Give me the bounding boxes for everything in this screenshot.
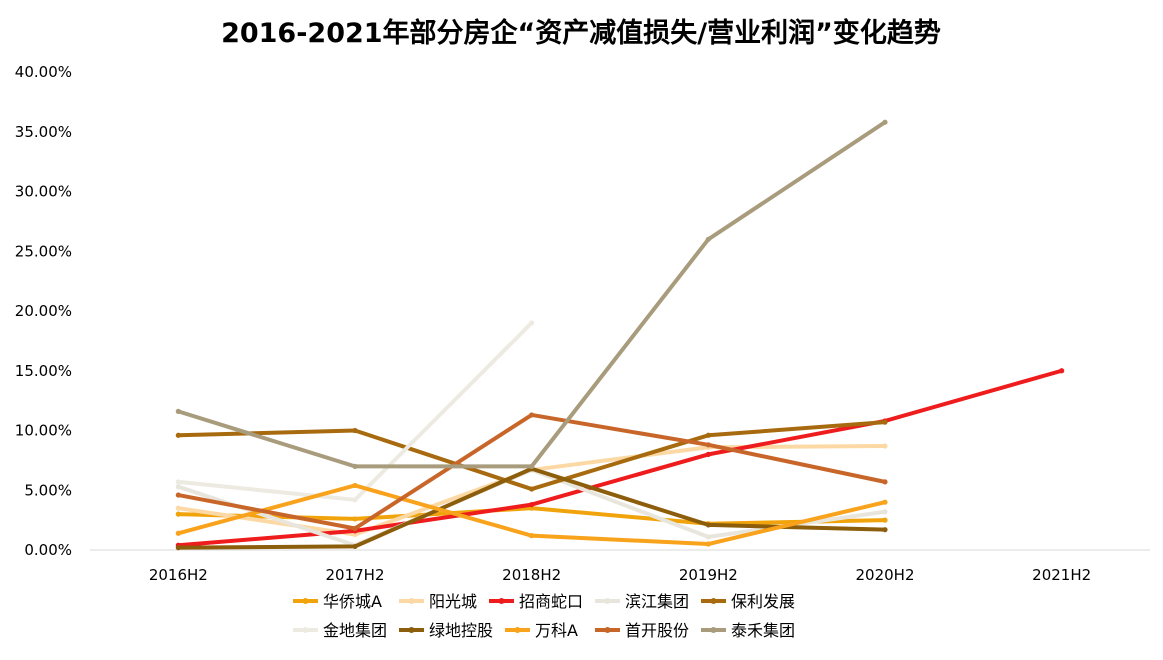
x-tick-label: 2021H2 [1032,566,1091,584]
legend-label: 招商蛇口 [519,592,583,611]
y-tick-label: 20.00% [15,302,72,320]
y-tick-label: 30.00% [15,183,72,201]
series-9 [175,412,888,532]
data-point [352,497,358,503]
data-point [175,492,181,498]
legend-marker [408,627,415,633]
series-layer [175,119,1065,551]
y-tick-label: 5.00% [24,481,72,499]
data-point [175,530,181,536]
data-point [882,517,888,523]
legend-label: 华侨城A [323,592,382,611]
y-tick-label: 0.00% [24,541,72,559]
chart-title: 2016-2021年部分房企“资产减值损失/营业利润”变化趋势 [221,17,941,49]
data-point [529,486,535,492]
data-point [529,463,535,469]
y-tick-label: 25.00% [15,242,72,260]
legend-marker [710,598,717,604]
legend-label: 绿地控股 [429,621,493,640]
legend-label: 泰禾集团 [731,621,795,640]
data-point [882,499,888,505]
data-point [175,484,181,490]
y-tick-label: 35.00% [15,123,72,141]
legend-item: 金地集团 [293,621,387,640]
legend-item: 滨江集团 [595,592,689,611]
legend-label: 滨江集团 [625,592,689,611]
x-tick-label: 2017H2 [326,566,385,584]
x-tick-label: 2020H2 [856,566,915,584]
data-point [705,432,711,438]
legend-item: 保利发展 [701,592,795,611]
data-point [882,509,888,515]
legend-label: 阳光城 [429,592,477,611]
data-point [705,541,711,547]
y-tick-label: 40.00% [15,63,72,81]
series-8 [175,482,888,547]
legend-item: 首开股份 [595,621,689,640]
data-point [175,479,181,485]
series-line [176,420,887,492]
legend-marker [710,627,717,633]
legend-marker [302,627,309,633]
legend-marker [604,598,611,604]
data-point [175,432,181,438]
data-point [352,543,358,550]
data-point [352,525,358,532]
y-tick-label: 15.00% [15,362,72,380]
y-tick-label: 10.00% [15,422,72,440]
series-5 [175,419,888,492]
legend-marker [408,598,415,604]
legend-marker [604,627,611,633]
data-point [882,419,888,425]
data-point [705,534,711,540]
data-point [529,412,535,418]
data-point [705,442,711,448]
data-point [175,545,181,551]
data-point [1059,368,1065,374]
series-6 [175,320,535,503]
x-axis: 2016H2 2017H2 2018H2 2019H2 2020H2 2021H2 [149,566,1091,584]
data-point [352,516,358,522]
x-tick-label: 2018H2 [502,566,561,584]
legend-item: 招商蛇口 [489,592,583,611]
data-point [882,479,888,485]
data-point [175,505,181,511]
data-point [705,236,711,242]
data-point [175,408,181,414]
data-point [705,451,711,457]
legend-marker [302,598,309,604]
y-axis: 0.00% 5.00% 10.00% 15.00% 20.00% 25.00% 30.00%… [15,63,72,559]
data-point [882,527,888,533]
x-tick-label: 2019H2 [679,566,738,584]
legend-item: 阳光城 [399,592,477,611]
legend-item: 华侨城A [293,592,382,611]
data-point [352,427,358,434]
data-point [175,511,181,517]
legend-label: 保利发展 [731,592,795,611]
legend-item: 万科A [505,621,578,640]
data-point [529,501,535,508]
legend-item: 泰禾集团 [701,621,795,640]
legend-label: 万科A [535,621,578,640]
data-point [882,443,888,449]
data-point [352,531,358,538]
series-line [176,368,1064,548]
data-point [352,482,358,489]
legend-label: 金地集团 [323,621,387,640]
data-point [705,522,711,528]
x-tick-label: 2016H2 [149,566,208,584]
data-point [529,320,535,326]
legend-marker [514,627,521,633]
legend-label: 首开股份 [625,621,689,640]
data-point [352,463,358,469]
series-10 [175,119,888,469]
legend-marker [498,598,505,604]
data-point [529,505,535,511]
data-point [882,119,888,125]
data-point [529,533,535,539]
legend-item: 绿地控股 [399,621,493,640]
